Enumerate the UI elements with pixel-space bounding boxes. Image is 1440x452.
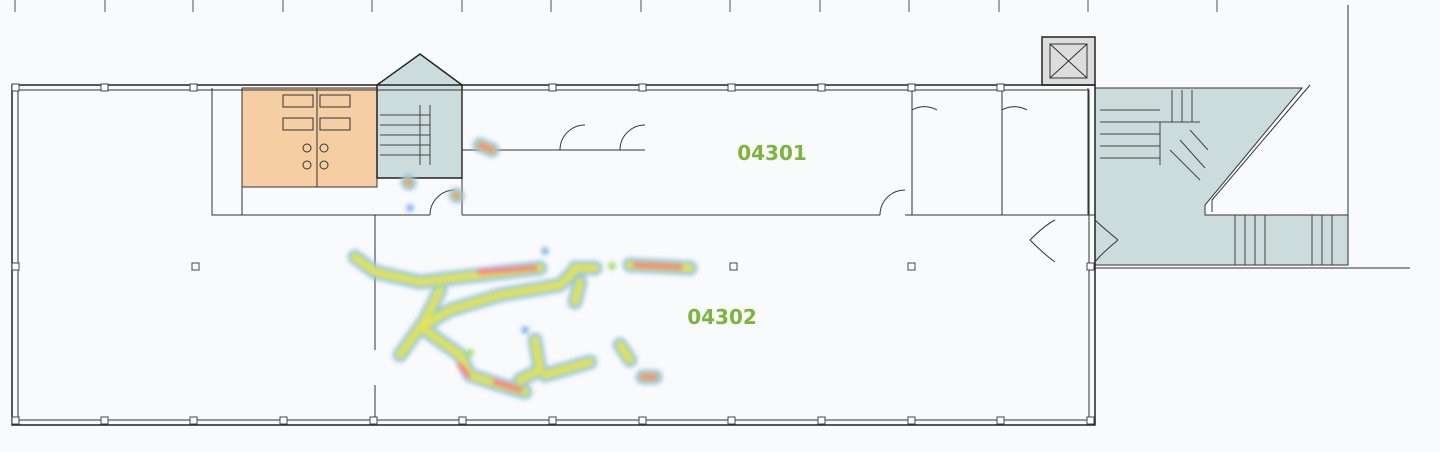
ruler-ticks (14, 0, 1218, 12)
room-label: 04302 (687, 305, 757, 329)
room-label: 04301 (737, 141, 807, 165)
columns (11, 83, 1095, 425)
exterior-stairs (1094, 5, 1410, 269)
elevator (1041, 36, 1096, 86)
heatmap (355, 145, 690, 392)
restroom (241, 87, 378, 188)
